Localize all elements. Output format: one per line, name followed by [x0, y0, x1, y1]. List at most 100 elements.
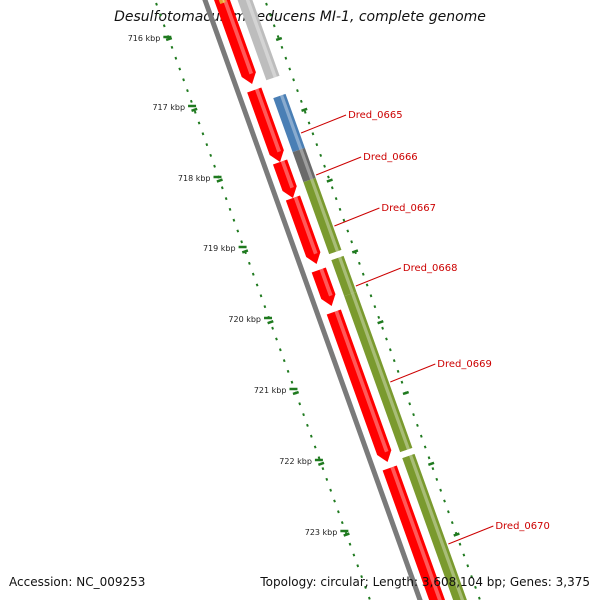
dotted-track-layer	[155, 2, 481, 600]
track-dot	[282, 359, 286, 363]
track-dot	[348, 542, 352, 546]
gene-label: Dred_0669	[437, 359, 492, 370]
track-dot	[236, 229, 240, 233]
scale-label: 717 kbp	[152, 103, 185, 112]
scale-label: 719 kbp	[203, 244, 236, 253]
track-dot	[178, 67, 182, 71]
track-tick	[165, 36, 173, 42]
track-dot	[477, 596, 481, 600]
track-dot	[329, 488, 333, 492]
track-dot	[447, 510, 450, 514]
track-dot	[276, 35, 280, 39]
track-tick	[301, 107, 308, 112]
track-dot	[400, 380, 404, 384]
gene-label: Dred_0667	[381, 203, 436, 214]
scale-label: 718 kbp	[178, 174, 211, 183]
gene-feature-dred_0667	[303, 177, 342, 255]
track-dot	[255, 283, 259, 287]
scale-layer: 716 kbp 717 kbp 718 kbp 719 kbp 720 kbp 721 k…	[128, 34, 349, 537]
track-dot	[213, 164, 216, 168]
track-dot	[408, 402, 412, 406]
forward-strand-features	[214, 0, 446, 600]
label-leader-line	[448, 525, 494, 545]
track-tick	[343, 532, 350, 537]
track-dot	[327, 175, 330, 179]
track-dot	[323, 164, 326, 168]
track-dot	[439, 488, 443, 492]
gene-label: Dred_0666	[363, 152, 418, 163]
backbone-layer	[202, 0, 423, 600]
track-dot	[333, 499, 336, 503]
scale-label: 722 kbp	[279, 457, 312, 466]
track-dot	[182, 78, 185, 82]
track-tick	[326, 178, 333, 183]
track-dot	[466, 564, 470, 568]
label-leader-line	[355, 267, 402, 287]
track-dot	[288, 67, 292, 71]
track-dot	[342, 218, 346, 222]
track-dot	[259, 294, 263, 298]
gene-label: Dred_0670	[495, 521, 550, 532]
track-tick	[377, 320, 384, 325]
track-dot	[272, 24, 276, 28]
track-dot	[325, 477, 329, 481]
label-leader-line	[390, 363, 436, 383]
label-leader-line	[300, 114, 347, 134]
track-dot	[427, 456, 431, 460]
track-dot	[474, 585, 477, 589]
track-dot	[373, 305, 377, 309]
track-dot	[159, 13, 162, 17]
track-dot	[416, 423, 419, 427]
track-dot	[431, 467, 435, 471]
track-dot	[174, 56, 178, 60]
track-dot	[356, 564, 360, 568]
track-dot	[369, 294, 373, 298]
label-leader-line	[334, 207, 380, 227]
track-dot	[443, 499, 446, 503]
track-dot	[278, 348, 282, 352]
accession-text: Accession: NC_009253	[9, 575, 146, 589]
track-dot	[360, 575, 363, 579]
track-dot	[352, 553, 356, 557]
track-dot	[313, 445, 317, 449]
track-dot	[365, 283, 369, 287]
track-dot	[224, 197, 228, 201]
track-dot	[286, 369, 290, 373]
track-dot	[197, 121, 201, 125]
track-dot	[201, 132, 205, 136]
track-tick	[427, 461, 435, 466]
track-tick	[351, 249, 359, 254]
track-dot	[337, 510, 340, 514]
track-dot	[381, 326, 384, 330]
track-dot	[364, 585, 367, 589]
track-dot	[170, 45, 174, 49]
track-tick	[453, 532, 460, 537]
gene-labels: Dred_0665 Dred_0666 Dred_0667 Dred_0668 Dred…	[300, 110, 550, 545]
gene-feature-dred_0670	[402, 453, 467, 600]
cds-feature-red	[311, 267, 336, 306]
track-dot	[306, 423, 309, 427]
track-dot	[392, 359, 396, 363]
track-dot	[317, 456, 321, 460]
track-dot	[155, 2, 158, 6]
track-dot	[292, 78, 295, 82]
track-dot	[321, 467, 325, 471]
scale-label: 723 kbp	[305, 528, 338, 537]
track-dot	[346, 229, 350, 233]
track-dot	[367, 596, 371, 600]
track-dot	[361, 272, 365, 276]
track-dot	[248, 261, 251, 265]
track-dot	[240, 240, 244, 244]
track-dot	[458, 542, 462, 546]
gene-feature-dred_0666	[292, 147, 316, 183]
track-dot	[162, 24, 166, 28]
track-tick	[317, 461, 325, 466]
track-dot	[271, 326, 274, 330]
track-dot	[470, 575, 473, 579]
track-dot	[205, 143, 209, 147]
track-tick	[241, 249, 249, 254]
cds-feature-red	[382, 465, 446, 600]
track-dot	[290, 380, 294, 384]
cds-feature-red	[247, 87, 284, 162]
